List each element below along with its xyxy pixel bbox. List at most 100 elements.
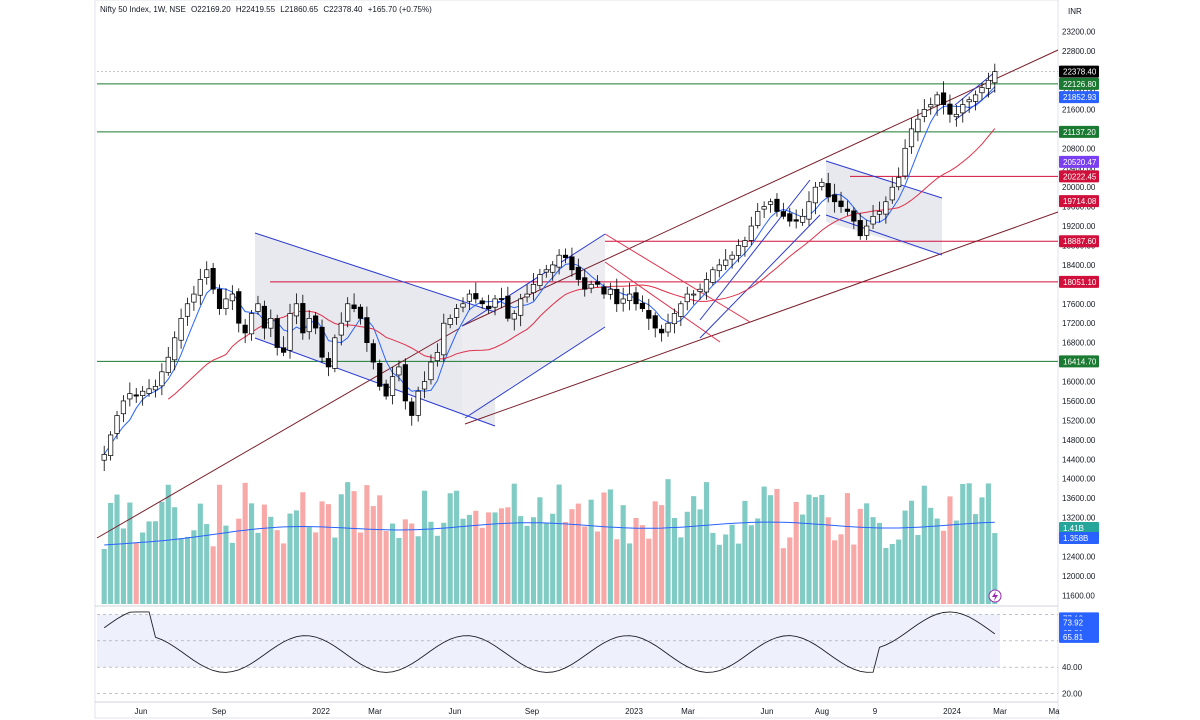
- price-badge-5: 20222.45: [1059, 170, 1099, 183]
- candle-body-52: [434, 352, 440, 362]
- candle-body-101: [748, 225, 754, 241]
- volume-bar-46: [396, 537, 402, 604]
- volume-bar-70: [550, 513, 556, 604]
- candle-body-14: [191, 293, 197, 303]
- volume-bar-29: [287, 513, 293, 604]
- candle-body-122: [883, 201, 889, 215]
- volume-bar-22: [242, 482, 248, 604]
- volume-bar-65: [518, 516, 524, 604]
- candle-131: [940, 81, 947, 115]
- candle-body-13: [184, 303, 191, 317]
- candle-78: [601, 283, 607, 299]
- volume-bar-60: [486, 512, 492, 604]
- volume-bar-41: [364, 485, 370, 604]
- volume-bar-2: [114, 494, 120, 604]
- candle-body-85: [646, 310, 652, 319]
- volume-bar-76: [588, 499, 594, 604]
- candle-body-113: [825, 183, 831, 198]
- candle-body-78: [601, 286, 607, 295]
- volume-bar-108: [793, 501, 799, 604]
- time-tick-10: 9: [873, 707, 878, 716]
- volume-bar-30: [293, 510, 299, 604]
- down-wedge-lower: [604, 261, 721, 343]
- volume-bar-23: [249, 503, 255, 604]
- volume-bar-130: [934, 518, 940, 604]
- volume-bar-77: [594, 531, 601, 604]
- candle-8: [152, 379, 159, 398]
- candle-130: [934, 91, 940, 116]
- candle-body-11: [172, 337, 178, 361]
- candle-136: [972, 90, 979, 111]
- price-tick-23: 13600.00: [1062, 494, 1096, 503]
- candle-body-108: [793, 219, 799, 222]
- alert-icon: [988, 589, 1002, 603]
- candle-95: [710, 266, 716, 286]
- candle-body-81: [620, 298, 626, 304]
- candle-body-100: [742, 240, 748, 248]
- volume-bar-32: [306, 527, 312, 604]
- price-badge-7-box: [1059, 235, 1099, 248]
- price-badge-9: 16414.70: [1059, 355, 1099, 368]
- candle-30: [293, 293, 300, 325]
- rsi-badge-1: 73.92: [1059, 616, 1099, 629]
- candle-91: [684, 286, 690, 311]
- volume-bar-111: [812, 497, 818, 604]
- price-badge-5-label: 20222.45: [1063, 172, 1097, 181]
- candle-body-19: [223, 298, 229, 309]
- candle-48: [409, 397, 415, 426]
- candle-102: [755, 202, 761, 229]
- volume-bar-133: [953, 520, 959, 604]
- candle-body-139: [992, 71, 998, 84]
- chart-legend: Nifty 50 Index, 1W, NSE O22169.20 H22419…: [100, 5, 435, 14]
- candle-69: [543, 264, 549, 278]
- rally-channel-upper: [699, 179, 811, 321]
- volume-bar-56: [460, 518, 466, 604]
- candle-body-31: [300, 303, 306, 334]
- volume-bar-57: [466, 514, 472, 604]
- candle-body-96: [716, 264, 722, 272]
- candle-77: [594, 275, 601, 288]
- volume-bar-58: [473, 510, 479, 604]
- volume-bar-135: [966, 483, 972, 604]
- candle-body-58: [473, 293, 479, 300]
- price-badge-1-label: 22126.80: [1063, 80, 1097, 89]
- volume-bar-129: [928, 507, 934, 604]
- volume-badge-0-box: [1059, 522, 1099, 534]
- candle-86: [652, 312, 658, 338]
- candle-body-4: [127, 393, 133, 400]
- candle-118: [857, 213, 863, 240]
- candle-137: [979, 82, 985, 100]
- candle-37: [338, 312, 344, 346]
- up-channel-lower: [464, 326, 606, 419]
- price-badge-4-box: [1059, 155, 1099, 168]
- legend-close: C22378.40: [323, 5, 363, 14]
- volume-bar-16: [204, 524, 210, 604]
- price-badge-7: 18887.60: [1059, 235, 1099, 248]
- candle-body-44: [383, 383, 389, 397]
- candle-135: [966, 96, 972, 113]
- volume-bar-10: [165, 484, 171, 604]
- volume-bar-125: [902, 510, 908, 604]
- candle-body-63: [505, 295, 511, 319]
- candle-46: [396, 360, 402, 382]
- candle-65: [518, 293, 524, 327]
- candle-body-84: [639, 302, 645, 309]
- candle-64: [511, 310, 517, 331]
- candle-body-86: [652, 315, 658, 329]
- price-tick-14: 17200.00: [1062, 319, 1096, 328]
- candle-105: [774, 193, 780, 217]
- volume-bar-18: [216, 484, 223, 604]
- volume-bar-99: [735, 543, 742, 604]
- candle-body-18: [216, 288, 223, 309]
- volume-bar-85: [646, 538, 652, 604]
- candle-103: [761, 201, 767, 218]
- price-tick-19: 15200.00: [1062, 416, 1096, 425]
- volume-bar-19: [223, 525, 229, 604]
- candle-25: [261, 300, 267, 340]
- price-tick-18: 15600.00: [1062, 397, 1096, 406]
- candle-body-24: [255, 303, 261, 312]
- volume-bar-33: [313, 532, 319, 604]
- volume-bar-11: [172, 507, 178, 604]
- candle-34: [319, 319, 325, 363]
